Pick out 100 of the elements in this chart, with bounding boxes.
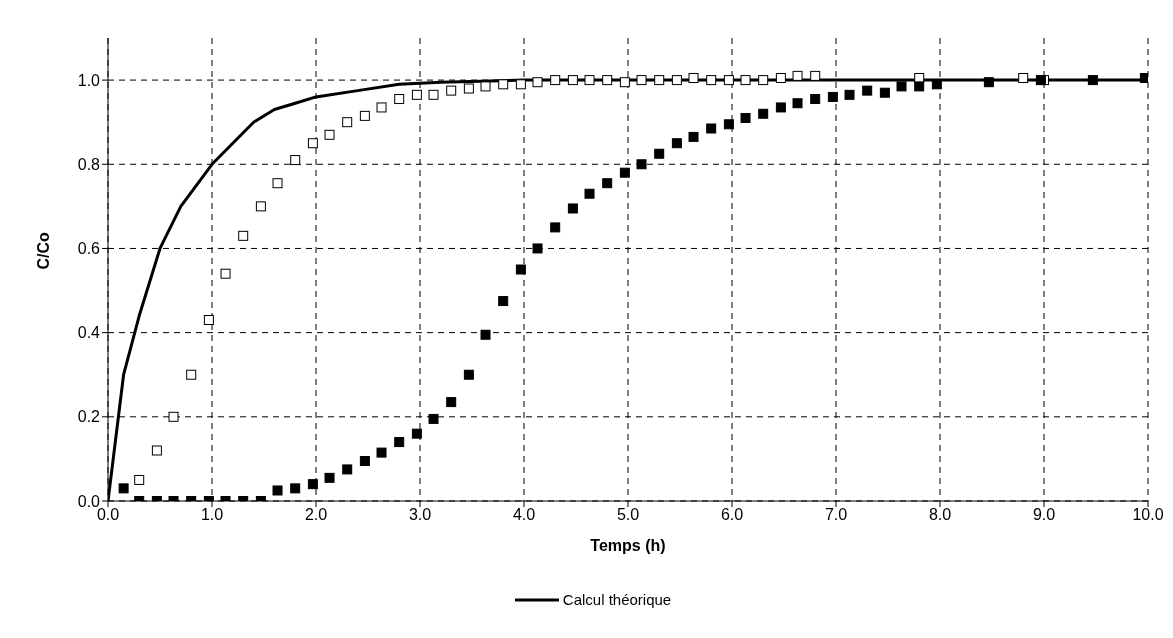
point xyxy=(498,296,509,307)
point xyxy=(740,75,751,86)
point xyxy=(307,138,318,149)
point xyxy=(480,81,491,92)
point xyxy=(446,85,457,96)
point xyxy=(307,479,318,490)
point xyxy=(792,98,803,109)
point xyxy=(706,123,717,134)
point xyxy=(411,89,422,100)
point xyxy=(671,138,682,149)
x-tick-label: 5.0 xyxy=(616,506,640,524)
point xyxy=(584,188,595,199)
point xyxy=(359,456,370,467)
point xyxy=(550,222,561,233)
point xyxy=(896,81,907,92)
point xyxy=(810,94,821,105)
x-tick-label: 3.0 xyxy=(408,506,432,524)
point xyxy=(740,112,751,123)
point xyxy=(324,472,335,483)
y-tick-label: 0.4 xyxy=(77,324,101,342)
point xyxy=(411,428,422,439)
point xyxy=(446,397,457,408)
point xyxy=(394,94,405,105)
point xyxy=(463,369,474,380)
y-tick-label: 0.8 xyxy=(77,155,101,173)
point xyxy=(376,447,387,458)
y-tick-label: 1.0 xyxy=(77,71,101,89)
point xyxy=(983,77,994,88)
point xyxy=(550,75,561,86)
x-tick-label: 10.0 xyxy=(1132,506,1164,524)
point xyxy=(688,72,699,83)
point xyxy=(619,77,630,88)
x-tick-label: 8.0 xyxy=(928,506,952,524)
point xyxy=(619,167,630,178)
point xyxy=(168,411,179,422)
point xyxy=(758,108,769,119)
point xyxy=(827,91,838,102)
point xyxy=(463,83,474,94)
point xyxy=(532,243,543,254)
point xyxy=(498,79,509,90)
point xyxy=(272,485,283,496)
point xyxy=(792,70,803,81)
point xyxy=(723,75,734,86)
x-tick-label: 1.0 xyxy=(200,506,224,524)
point xyxy=(654,75,665,86)
point xyxy=(1139,72,1148,83)
point xyxy=(671,75,682,86)
point xyxy=(758,75,769,86)
point xyxy=(1018,72,1029,83)
point xyxy=(706,75,717,86)
point xyxy=(636,159,647,170)
point xyxy=(775,72,786,83)
point xyxy=(238,230,249,241)
point xyxy=(428,413,439,424)
point xyxy=(879,87,890,98)
x-tick-label: 9.0 xyxy=(1032,506,1056,524)
x-tick-label: 2.0 xyxy=(304,506,328,524)
point xyxy=(515,79,526,90)
point xyxy=(688,131,699,142)
point xyxy=(290,483,301,494)
point xyxy=(428,89,439,100)
point xyxy=(134,474,145,485)
point xyxy=(775,102,786,113)
point xyxy=(324,129,335,140)
legend-label: Calcul théorique xyxy=(561,591,672,608)
point xyxy=(342,464,353,475)
point xyxy=(186,369,197,380)
point xyxy=(862,85,873,96)
point xyxy=(220,268,231,279)
point xyxy=(654,148,665,159)
point xyxy=(255,201,266,212)
point xyxy=(515,264,526,275)
point xyxy=(914,81,925,92)
point xyxy=(584,75,595,86)
point xyxy=(151,445,162,456)
point xyxy=(359,110,370,121)
point xyxy=(118,483,129,494)
point xyxy=(272,178,283,189)
point xyxy=(602,75,613,86)
point xyxy=(1087,75,1098,86)
x-tick-label: 6.0 xyxy=(720,506,744,524)
point xyxy=(810,70,821,81)
point xyxy=(602,178,613,189)
point xyxy=(532,77,543,88)
y-tick-label: 0.6 xyxy=(77,240,101,258)
point xyxy=(844,89,855,100)
y-axis-title: C/Co xyxy=(34,231,52,270)
point xyxy=(567,75,578,86)
point xyxy=(567,203,578,214)
point xyxy=(342,117,353,128)
point xyxy=(203,315,214,326)
x-tick-label: 0.0 xyxy=(96,506,120,524)
point xyxy=(636,75,647,86)
point xyxy=(394,437,405,448)
point xyxy=(1035,75,1046,86)
point xyxy=(723,119,734,130)
point xyxy=(376,102,387,113)
x-axis-title: Temps (h) xyxy=(590,537,666,554)
point xyxy=(290,155,301,166)
y-tick-label: 0.2 xyxy=(77,408,101,426)
